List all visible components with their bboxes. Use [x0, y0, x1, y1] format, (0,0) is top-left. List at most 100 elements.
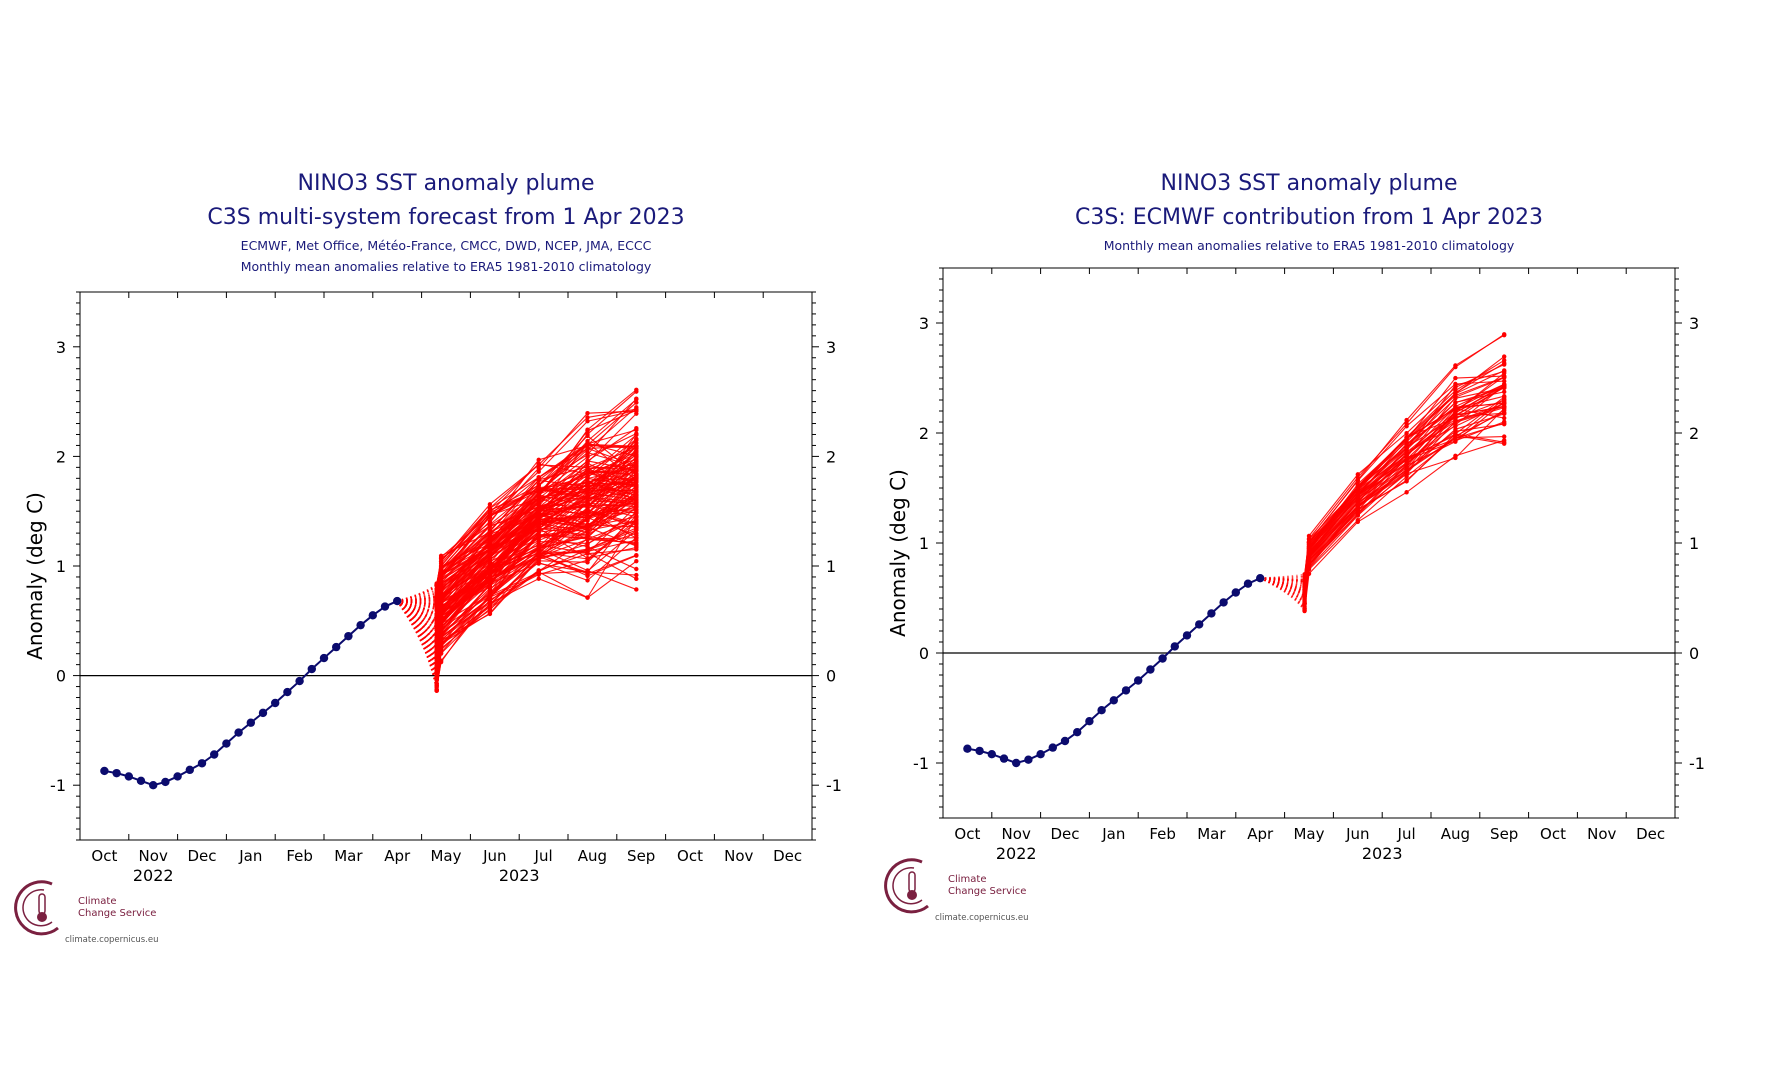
forecast-member-point — [438, 616, 444, 621]
observed-point — [356, 620, 365, 630]
forecast-member-point — [1502, 332, 1507, 338]
forecast-member-point — [1453, 423, 1458, 429]
forecast-member-point — [536, 494, 541, 499]
forecast-member-point — [487, 530, 493, 536]
forecast-member-line — [436, 410, 637, 596]
forecast-member-point — [585, 595, 590, 600]
observed-point — [1024, 755, 1033, 764]
forecast-member-point — [634, 446, 639, 451]
forecast-member-point — [1502, 389, 1507, 395]
forecast-member-arc — [396, 600, 438, 636]
forecast-member-point — [536, 533, 541, 539]
x-tick-label: Jun — [1345, 825, 1369, 843]
forecast-member-point — [487, 550, 493, 555]
forecast-member-point — [634, 405, 639, 410]
forecast-member-point — [487, 599, 493, 604]
x-tick-label: Jan — [238, 847, 262, 865]
observed-point — [258, 708, 268, 718]
logo-ring — [14, 880, 59, 936]
y-tick-label-left: 0 — [919, 644, 929, 663]
forecast-member-point — [634, 497, 639, 502]
chart-panel-multi-system: NINO3 SST anomaly plume C3S multi-system … — [0, 0, 880, 1091]
chart-multi-system: NINO3 SST anomaly plume C3S multi-system … — [14, 171, 842, 945]
forecast-member-point — [1502, 410, 1507, 416]
forecast-member-arc — [1259, 577, 1306, 609]
logo-url: climate.copernicus.eu — [935, 913, 1029, 923]
forecast-member-point — [434, 638, 439, 644]
year-label: 2023 — [499, 866, 540, 885]
forecast-member-point — [536, 515, 541, 520]
forecast-member-point — [536, 553, 541, 558]
thermometer-icon — [38, 893, 46, 915]
observed-series — [963, 574, 1265, 768]
forecast-member-point — [1306, 533, 1312, 539]
y-tick-label-right: 3 — [826, 338, 836, 357]
y-tick-label-right: 1 — [1689, 534, 1699, 553]
observed-point — [1060, 736, 1070, 746]
forecast-member-point — [487, 591, 493, 596]
year-label: 2022 — [996, 844, 1037, 863]
forecast-member-point — [634, 587, 639, 592]
y-axis-label: Anomaly (deg C) — [886, 469, 910, 637]
forecast-member-point — [634, 566, 639, 572]
observed-point — [1146, 665, 1155, 674]
y-axis-label: Anomaly (deg C) — [23, 492, 47, 660]
observed-point — [319, 653, 329, 663]
forecast-member-point — [434, 678, 439, 683]
forecast-member-arc — [1260, 577, 1305, 581]
logo-line2: Change Service — [948, 886, 1026, 897]
observed-point — [210, 750, 219, 759]
y-tick-label-right: 2 — [1689, 424, 1699, 443]
forecast-member-point — [1404, 450, 1409, 455]
forecast-member-arc — [397, 600, 438, 611]
forecast-member-point — [585, 556, 590, 562]
chart-ecmwf: NINO3 SST anomaly plume C3S: ECMWF contri… — [884, 171, 1705, 923]
forecast-member-arc — [1260, 577, 1305, 585]
observed-point — [1158, 654, 1167, 663]
forecast-member-point — [585, 529, 590, 534]
chart-subtitle: C3S: ECMWF contribution from 1 Apr 2023 — [1075, 205, 1543, 230]
forecast-member-arc — [397, 584, 438, 602]
y-tick-label-left: 1 — [56, 557, 66, 576]
forecast-member-arc — [1259, 577, 1306, 602]
forecast-member-point — [438, 599, 444, 605]
observed-point — [1231, 588, 1240, 597]
forecast-member-point — [536, 576, 541, 581]
forecast-member-point — [634, 530, 639, 536]
y-tick-label-right: -1 — [826, 776, 842, 795]
forecast-member-point — [438, 568, 444, 573]
forecast-member-point — [1453, 420, 1458, 425]
x-tick-label: Sep — [1490, 825, 1518, 843]
forecast-member-point — [634, 511, 639, 516]
forecast-member-point — [487, 608, 493, 613]
x-tick-label: Apr — [384, 847, 411, 865]
logo-ring-inner — [22, 889, 53, 927]
forecast-member-point — [1453, 388, 1458, 393]
forecast-member-arc — [396, 600, 438, 651]
thermometer-icon — [908, 871, 916, 893]
forecast-member-point — [1404, 467, 1409, 472]
observed-point — [136, 776, 146, 786]
x-tick-label: Nov — [1002, 825, 1031, 843]
forecast-member-point — [634, 552, 639, 558]
forecast-member-point — [487, 518, 493, 524]
forecast-member-point — [585, 466, 590, 472]
forecast-member-point — [585, 441, 590, 446]
forecast-member-point — [1502, 383, 1507, 389]
forecast-member-arc — [1260, 577, 1305, 584]
forecast-member-arc — [1259, 577, 1306, 604]
forecast-member-point — [634, 436, 639, 442]
forecast-member-line — [436, 391, 637, 611]
forecast-member-point — [585, 461, 590, 466]
observed-point — [1182, 631, 1192, 640]
forecast-member-point — [1453, 409, 1458, 415]
forecast-member-point — [434, 593, 439, 599]
thermometer-bulb — [907, 890, 917, 900]
observed-point — [283, 687, 292, 697]
x-tick-label: Dec — [1050, 825, 1079, 843]
forecast-member-point — [1502, 400, 1507, 405]
forecast-member-arc — [397, 595, 437, 602]
forecast-member-point — [1453, 406, 1458, 411]
observed-point — [1097, 706, 1106, 715]
